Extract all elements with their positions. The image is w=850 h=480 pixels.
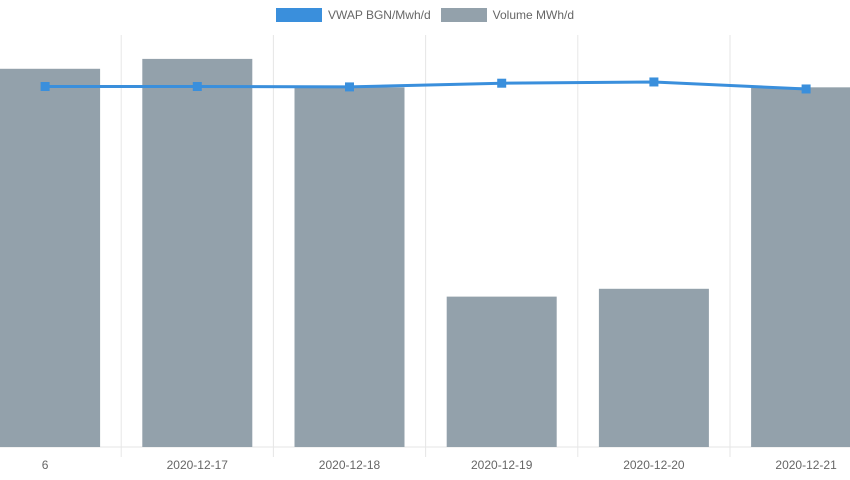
tick-layer: 6 2020-12-17 2020-12-18 2020-12-19 2020-12-2… [42, 458, 837, 472]
point-vwap-2020-12-20 [649, 77, 659, 87]
x-tick-label: 2020-12-17 [167, 458, 229, 472]
bar-volume-2020-12-19 [446, 296, 557, 447]
bar-volume-2020-12-16 [0, 68, 101, 447]
legend-swatch-vwap [275, 8, 322, 22]
point-vwap-2020-12-21 [801, 84, 811, 94]
legend-item-vwap[interactable]: VWAP BGN/Mwh/d [275, 8, 431, 22]
bar-volume-2020-12-18 [294, 87, 405, 447]
x-tick-label: 2020-12-20 [623, 458, 685, 472]
line-layer [40, 77, 811, 94]
x-tick-label: 2020-12-19 [471, 458, 533, 472]
x-tick-label: 2020-12-18 [319, 458, 381, 472]
bar-volume-2020-12-17 [142, 58, 253, 448]
legend-label-volume: Volume MWh/d [492, 8, 575, 22]
point-vwap-2020-12-17 [192, 82, 202, 91]
x-tick-label: 2020-12-21 [775, 458, 837, 472]
point-vwap-2020-12-18 [345, 82, 354, 92]
chart-legend: VWAP BGN/Mwh/d Volume MWh/d [0, 8, 850, 22]
bar-volume-2020-12-21 [751, 87, 850, 447]
legend-swatch-volume [440, 8, 487, 22]
point-vwap-2020-12-19 [497, 78, 507, 88]
point-vwap-2020-12-16 [40, 82, 50, 91]
legend-item-volume[interactable]: Volume MWh/d [440, 8, 575, 22]
x-tick-label: 6 [42, 458, 49, 472]
bar-layer [0, 58, 850, 448]
legend-label-vwap: VWAP BGN/Mwh/d [327, 8, 431, 22]
bar-volume-2020-12-20 [598, 288, 709, 447]
grid-layer [0, 35, 850, 457]
line-vwap [45, 80, 807, 91]
